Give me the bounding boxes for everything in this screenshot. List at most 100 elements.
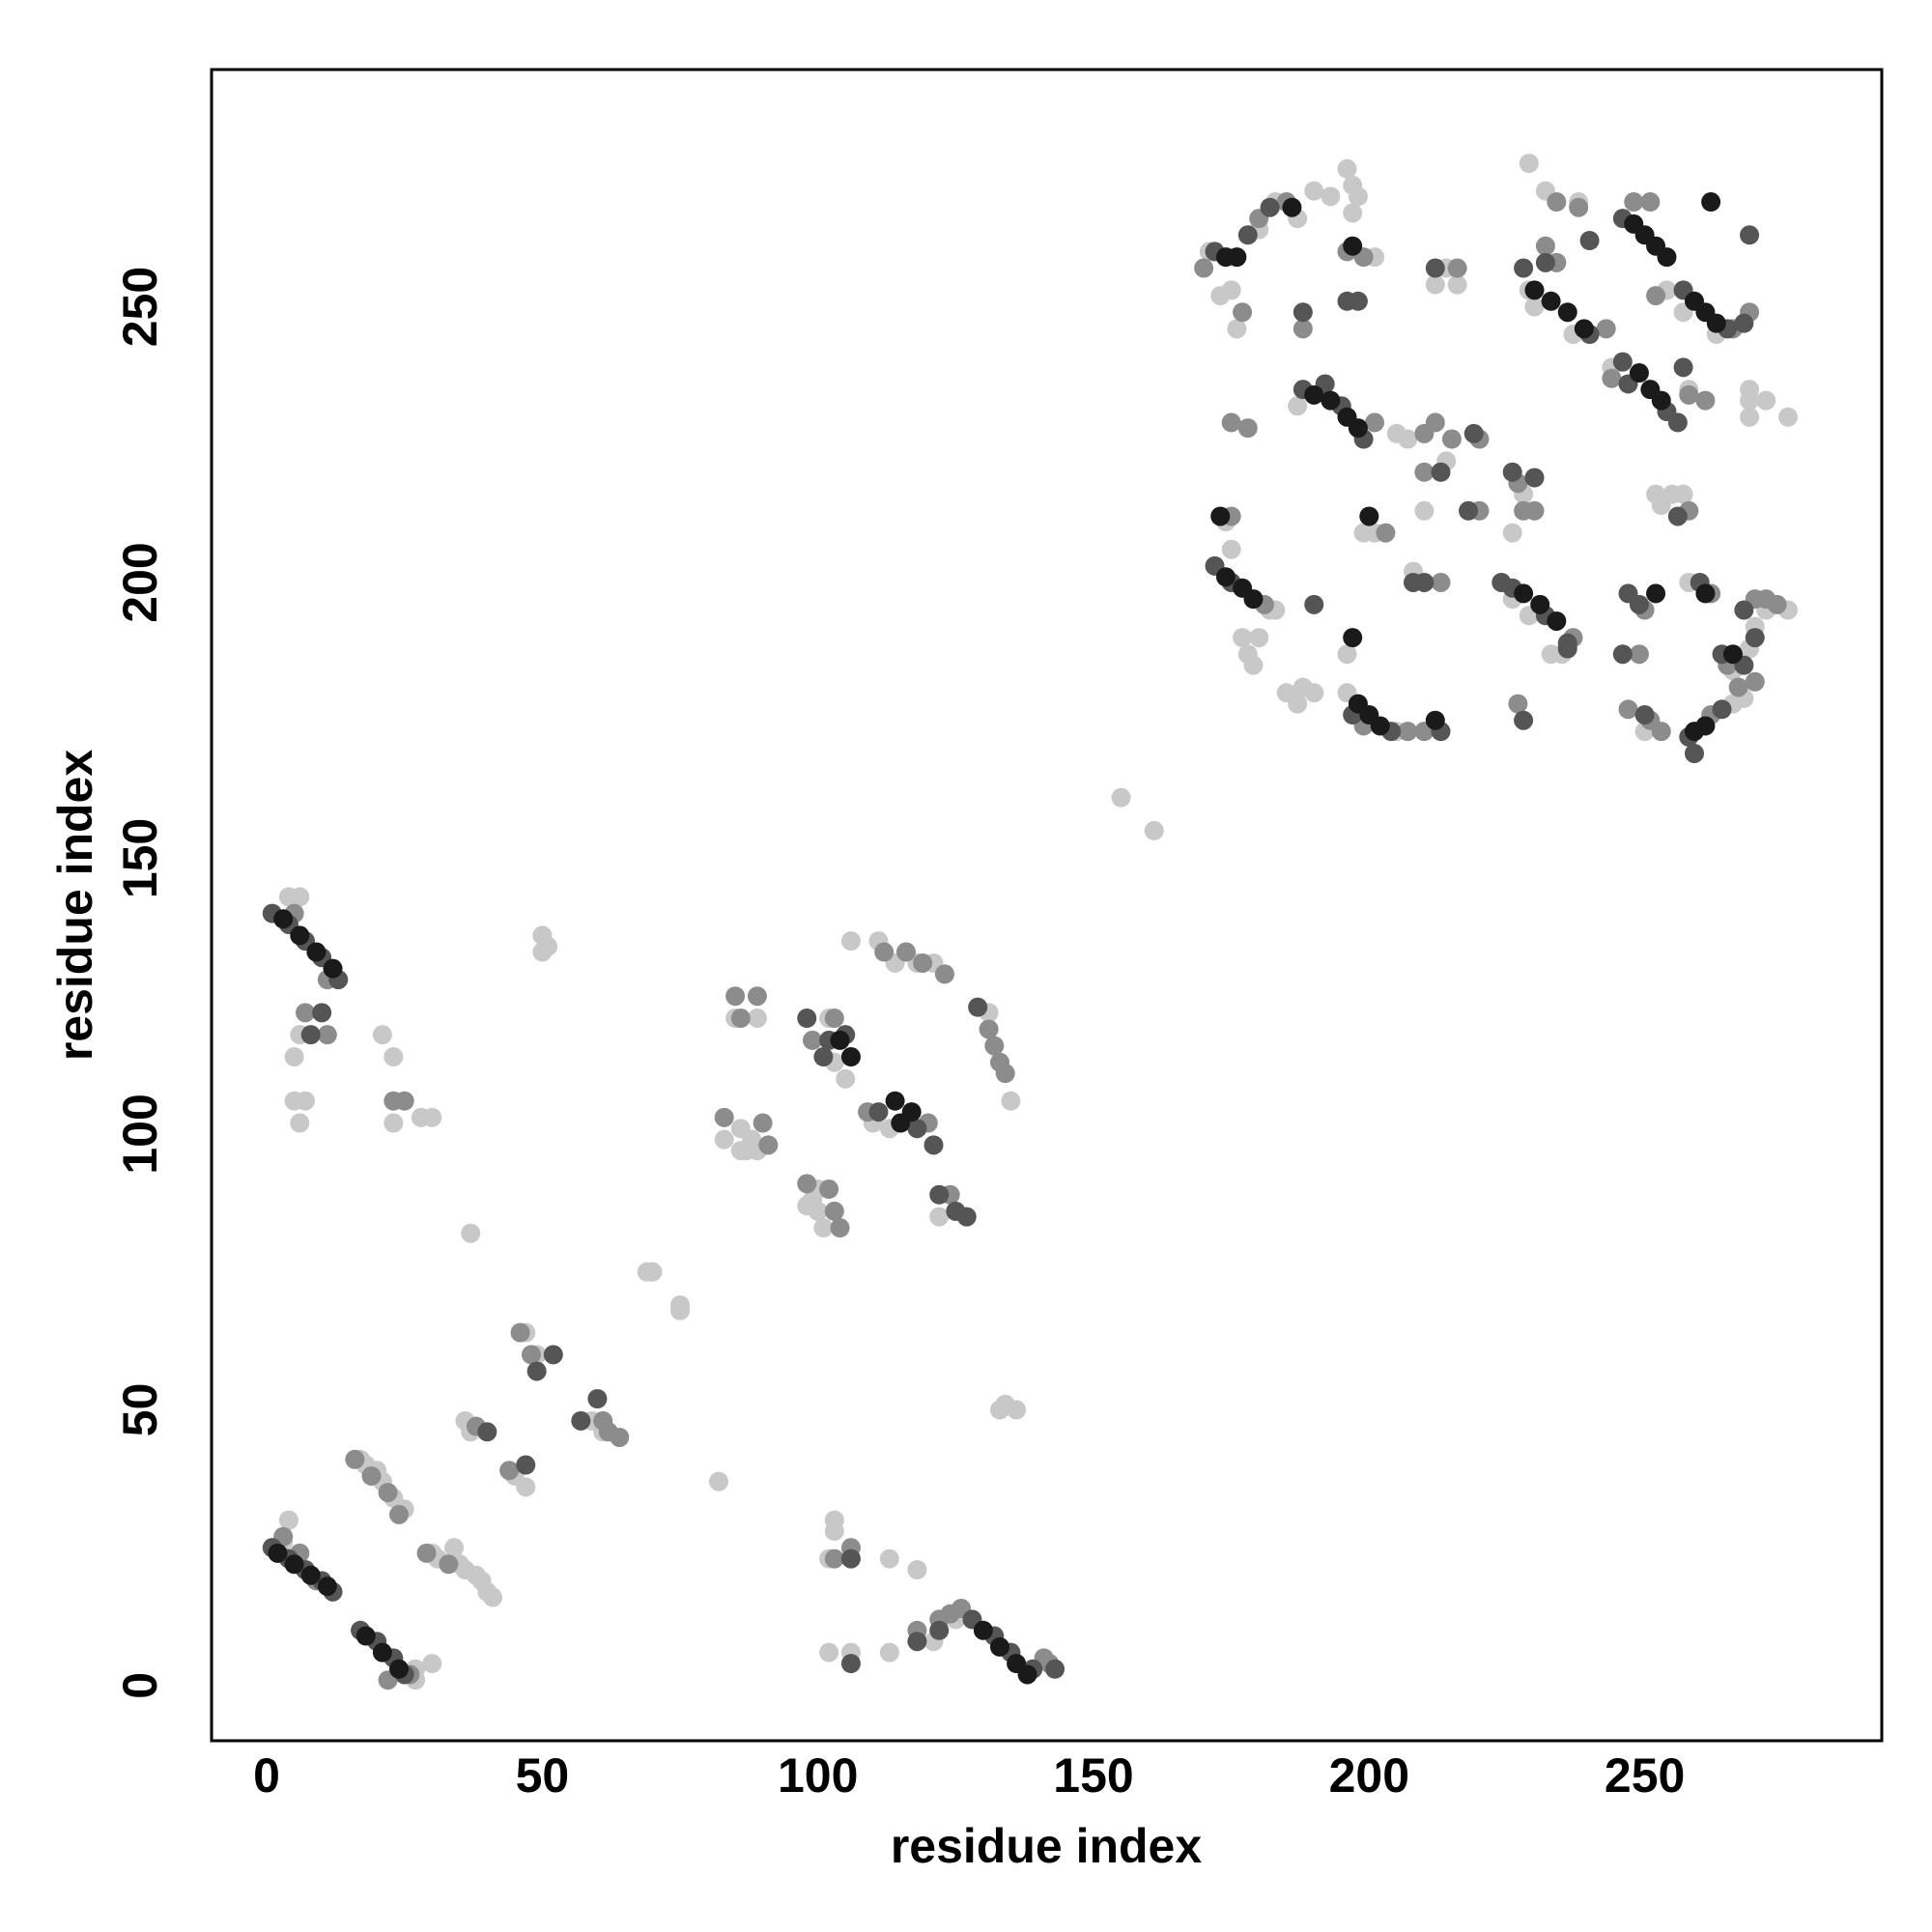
point	[1343, 203, 1363, 223]
point	[879, 1548, 899, 1569]
point	[824, 1009, 844, 1029]
point	[730, 1119, 751, 1139]
point	[840, 1654, 861, 1674]
point	[1745, 671, 1765, 692]
point	[1514, 710, 1534, 730]
point	[1447, 258, 1467, 278]
point	[1282, 197, 1302, 217]
point	[312, 1003, 332, 1023]
point	[929, 1207, 950, 1227]
point	[1646, 583, 1666, 604]
point	[642, 1262, 663, 1282]
y-tick-label: 0	[113, 1672, 167, 1699]
point	[1293, 302, 1313, 323]
point	[813, 1218, 834, 1238]
point	[1414, 462, 1435, 482]
point	[1657, 247, 1677, 268]
point	[1359, 506, 1379, 526]
point	[1640, 192, 1661, 213]
point	[907, 1632, 927, 1652]
point	[317, 1577, 337, 1597]
point	[372, 1642, 392, 1662]
point	[538, 936, 558, 956]
point	[416, 1543, 437, 1563]
point	[934, 964, 954, 984]
point	[747, 986, 767, 1007]
point	[1673, 357, 1693, 378]
point	[510, 1322, 530, 1343]
point	[1337, 158, 1357, 179]
point	[571, 1410, 591, 1431]
point	[1017, 1664, 1037, 1685]
point	[300, 1565, 321, 1585]
point	[753, 1113, 773, 1133]
point	[1233, 302, 1253, 323]
point	[813, 1047, 834, 1067]
point	[499, 1461, 520, 1481]
point	[1624, 192, 1644, 213]
point	[384, 1047, 404, 1067]
point	[422, 1654, 442, 1674]
point	[461, 1223, 481, 1243]
point	[1667, 506, 1688, 526]
point	[989, 1636, 1009, 1657]
point	[885, 1091, 905, 1111]
point	[956, 1207, 977, 1227]
y-tick-label: 250	[113, 267, 167, 347]
point	[1547, 192, 1567, 213]
point	[521, 1345, 541, 1365]
point	[725, 986, 746, 1007]
point	[907, 1560, 927, 1580]
point	[907, 1119, 927, 1139]
point	[516, 1455, 536, 1475]
point	[1701, 192, 1721, 213]
point	[268, 1543, 288, 1563]
point	[384, 1113, 404, 1133]
point	[802, 1030, 822, 1050]
point	[1695, 390, 1716, 411]
point	[1447, 274, 1467, 295]
point	[968, 997, 988, 1017]
point	[1514, 258, 1534, 278]
point	[610, 1427, 630, 1447]
point	[1728, 677, 1748, 697]
point	[929, 1184, 950, 1205]
point	[1398, 722, 1418, 742]
point	[1210, 506, 1231, 526]
point	[1524, 280, 1545, 300]
point	[1557, 639, 1577, 659]
point	[389, 1504, 410, 1524]
point	[1215, 567, 1236, 587]
point	[1237, 418, 1258, 439]
point	[1541, 291, 1561, 311]
point	[840, 931, 861, 952]
point	[1227, 247, 1247, 268]
point	[923, 1135, 944, 1155]
point	[1535, 252, 1555, 272]
point	[389, 1659, 410, 1679]
point	[1304, 181, 1324, 201]
point	[1734, 600, 1754, 620]
point	[1414, 572, 1435, 592]
point	[1459, 500, 1479, 521]
point	[306, 942, 327, 962]
point	[1304, 683, 1324, 703]
point	[1535, 236, 1555, 256]
point	[1502, 523, 1522, 543]
point	[1343, 236, 1363, 256]
point	[296, 1003, 316, 1023]
point	[1740, 407, 1760, 427]
point	[708, 1471, 728, 1492]
point	[1337, 644, 1357, 665]
point	[1722, 644, 1743, 665]
point	[1695, 716, 1716, 736]
point	[1337, 291, 1357, 311]
point	[1343, 628, 1363, 648]
point	[1249, 628, 1269, 648]
point	[874, 942, 895, 962]
point	[1629, 363, 1649, 384]
point	[1767, 594, 1787, 614]
point	[840, 1548, 861, 1569]
point	[1740, 390, 1760, 411]
